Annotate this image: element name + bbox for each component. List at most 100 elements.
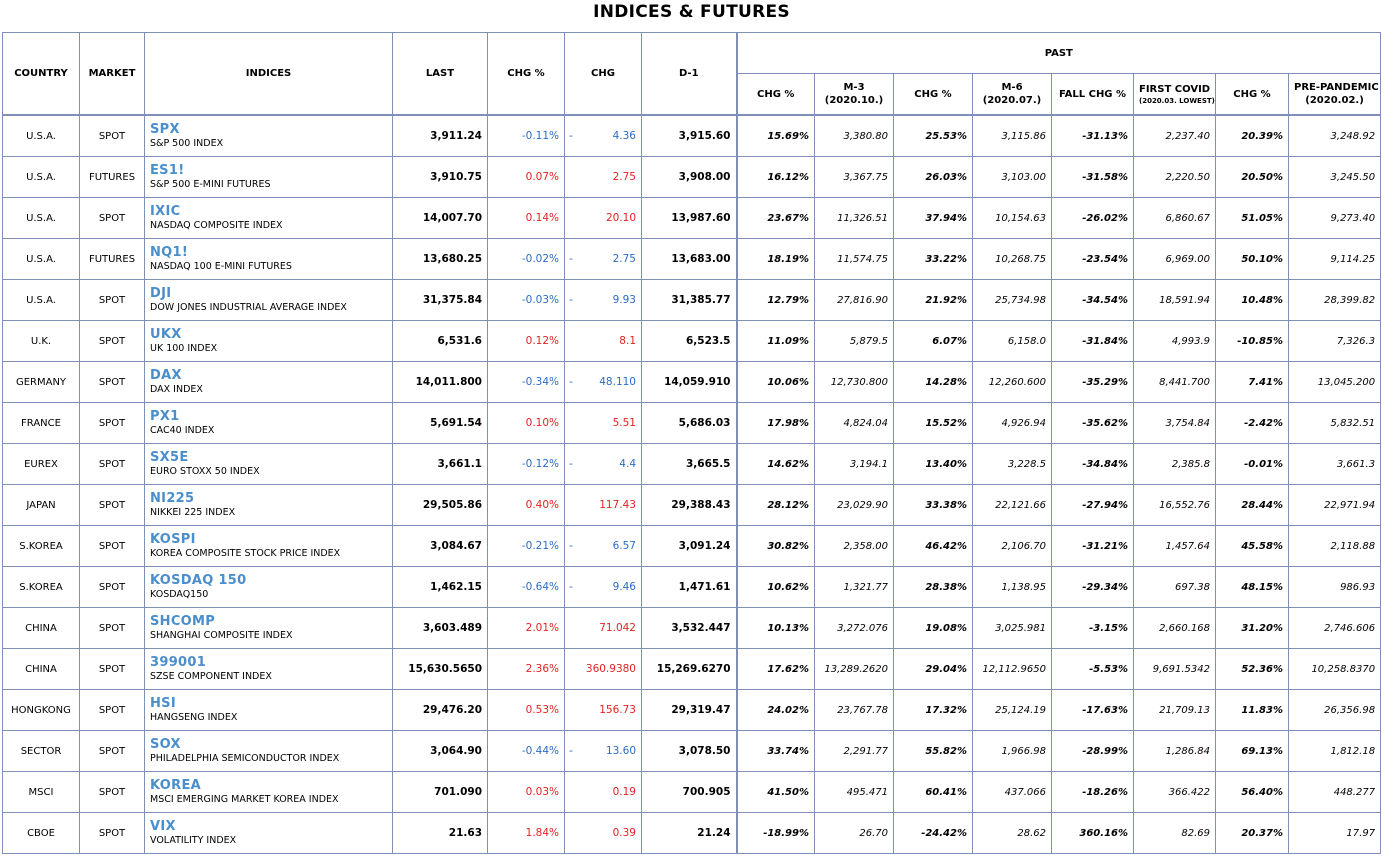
country-cell: CHINA — [2, 648, 80, 690]
d1-cell: 3,532.447 — [641, 607, 738, 649]
down-marker: - — [569, 457, 573, 470]
chg-value: 117.43 — [599, 499, 636, 511]
last-cell: 3,064.90 — [392, 730, 488, 772]
first-covid-cell: 8,441.700 — [1133, 361, 1216, 403]
last-cell: 15,630.5650 — [392, 648, 488, 690]
past-chg-3-cell: 52.36% — [1215, 648, 1289, 690]
table-row: U.S.A. FUTURES NQ1! NASDAQ 100 E-MINI FUTUR… — [2, 238, 1382, 280]
col-header-last: LAST — [392, 32, 488, 116]
page-title: INDICES & FUTURES — [593, 2, 790, 22]
index-ticker: NI225 — [150, 490, 195, 506]
market-cell: SPOT — [79, 771, 145, 813]
m6-cell: 3,103.00 — [972, 156, 1052, 198]
country-cell: S.KOREA — [2, 525, 80, 567]
country-cell: CHINA — [2, 607, 80, 649]
chg-pct-cell: 0.03% — [487, 771, 565, 813]
past-chg-2-cell: -24.42% — [893, 812, 973, 854]
past-chg-3-cell: -10.85% — [1215, 320, 1289, 362]
past-chg-2-cell: 17.32% — [893, 689, 973, 731]
past-chg-1-cell: 14.62% — [736, 443, 815, 485]
index-cell: DAX DAX INDEX — [144, 361, 393, 403]
chg-value: 48.110 — [599, 376, 636, 388]
index-cell: KOREA MSCI EMERGING MARKET KOREA INDEX — [144, 771, 393, 813]
past-chg-3-cell: 28.44% — [1215, 484, 1289, 526]
chg-pct-cell: -0.12% — [487, 443, 565, 485]
table-row: U.S.A. SPOT DJI DOW JONES INDUSTRIAL AVERAG… — [2, 279, 1382, 321]
table-row: S.KOREA SPOT KOSPI KOREA COMPOSITE STOCK PR… — [2, 525, 1382, 567]
chg-value: 20.10 — [605, 212, 636, 224]
chg-pct-cell: 0.53% — [487, 689, 565, 731]
chg-cell: - 48.110 — [564, 361, 642, 403]
m6-cell: 4,926.94 — [972, 402, 1052, 444]
m6-cell: 12,260.600 — [972, 361, 1052, 403]
past-chg-1-cell: 41.50% — [736, 771, 815, 813]
pre-pandemic-cell: 26,356.98 — [1287, 689, 1382, 731]
chg-value: 71.042 — [599, 622, 636, 634]
d1-cell: 3,908.00 — [641, 156, 738, 198]
index-cell: IXIC NASDAQ COMPOSITE INDEX — [144, 197, 393, 239]
m6-cell: 25,734.98 — [972, 279, 1052, 321]
past-chg-2-cell: 46.42% — [893, 525, 973, 567]
fall-chg-cell: -35.29% — [1051, 361, 1134, 403]
index-name: S&P 500 E-MINI FUTURES — [150, 178, 271, 190]
fall-chg-cell: -31.84% — [1051, 320, 1134, 362]
col-header-chg: CHG — [564, 32, 642, 116]
down-marker: - — [569, 539, 573, 552]
past-chg-3-cell: 7.41% — [1215, 361, 1289, 403]
m6-cell: 1,966.98 — [972, 730, 1052, 772]
country-cell: U.K. — [2, 320, 80, 362]
d1-cell: 700.905 — [641, 771, 738, 813]
pre-pandemic-cell: 9,114.25 — [1287, 238, 1382, 280]
last-cell: 13,680.25 — [392, 238, 488, 280]
down-marker: - — [569, 580, 573, 593]
table-row: U.S.A. SPOT IXIC NASDAQ COMPOSITE INDEX 14,0… — [2, 197, 1382, 239]
fall-chg-cell: -28.99% — [1051, 730, 1134, 772]
table-row: MSCI SPOT KOREA MSCI EMERGING MARKET KOREA … — [2, 771, 1382, 813]
pre-pandemic-cell: 2,746.606 — [1287, 607, 1382, 649]
down-marker: - — [569, 744, 573, 757]
index-name: NIKKEI 225 INDEX — [150, 506, 236, 518]
table-row: HONGKONG SPOT HSI HANGSENG INDEX 29,476.20 0.… — [2, 689, 1382, 731]
index-ticker: PX1 — [150, 408, 180, 424]
chg-cell: 20.10 — [564, 197, 642, 239]
m3-cell: 11,574.75 — [814, 238, 894, 280]
market-cell: SPOT — [79, 197, 145, 239]
index-name: HANGSENG INDEX — [150, 711, 238, 723]
pre-pandemic-cell: 28,399.82 — [1287, 279, 1382, 321]
past-chg-3-cell: 50.10% — [1215, 238, 1289, 280]
table-row: S.KOREA SPOT KOSDAQ 150 KOSDAQ150 1,462.15 -0… — [2, 566, 1382, 608]
chg-pct-cell: -0.21% — [487, 525, 565, 567]
pre-pandemic-cell: 10,258.8370 — [1287, 648, 1382, 690]
first-covid-cell: 4,993.9 — [1133, 320, 1216, 362]
market-cell: SPOT — [79, 648, 145, 690]
first-covid-cell: 1,457.64 — [1133, 525, 1216, 567]
col-header-past-chg-1: CHG % — [735, 73, 815, 116]
past-chg-2-cell: 29.04% — [893, 648, 973, 690]
past-chg-1-cell: 11.09% — [736, 320, 815, 362]
index-ticker: DAX — [150, 367, 182, 383]
m6-cell: 10,154.63 — [972, 197, 1052, 239]
chg-pct-cell: 0.40% — [487, 484, 565, 526]
last-cell: 701.090 — [392, 771, 488, 813]
last-cell: 3,910.75 — [392, 156, 488, 198]
past-chg-3-cell: 69.13% — [1215, 730, 1289, 772]
index-name: KOREA COMPOSITE STOCK PRICE INDEX — [150, 547, 341, 559]
m3-label: M-3 — [843, 82, 865, 93]
market-cell: SPOT — [79, 812, 145, 854]
pre-pandemic-cell: 1,812.18 — [1287, 730, 1382, 772]
table-row: CHINA SPOT 399001 SZSE COMPONENT INDEX 15,63… — [2, 648, 1382, 690]
market-cell: SPOT — [79, 114, 145, 157]
index-cell: SOX PHILADELPHIA SEMICONDUCTOR INDEX — [144, 730, 393, 772]
chg-pct-cell: 0.14% — [487, 197, 565, 239]
index-name: SHANGHAI COMPOSITE INDEX — [150, 629, 293, 641]
index-ticker: HSI — [150, 695, 176, 711]
col-header-past: PAST — [735, 32, 1382, 74]
d1-cell: 13,683.00 — [641, 238, 738, 280]
col-header-past-chg-2: CHG % — [893, 73, 973, 116]
first-covid-cell: 3,754.84 — [1133, 402, 1216, 444]
pre-pandemic-cell: 448.277 — [1287, 771, 1382, 813]
past-chg-3-cell: -2.42% — [1215, 402, 1289, 444]
past-chg-1-cell: 28.12% — [736, 484, 815, 526]
index-ticker: ES1! — [150, 162, 185, 178]
chg-value: 6.57 — [612, 540, 636, 552]
